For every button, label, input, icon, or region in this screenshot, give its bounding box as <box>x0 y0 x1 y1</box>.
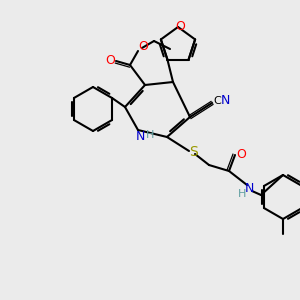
Text: N: N <box>220 94 230 107</box>
Text: O: O <box>175 20 185 32</box>
Text: N: N <box>135 130 145 143</box>
Text: O: O <box>138 40 148 53</box>
Text: C: C <box>213 96 221 106</box>
Text: H: H <box>238 189 246 199</box>
Text: O: O <box>105 53 115 67</box>
Text: S: S <box>189 145 197 159</box>
Text: H: H <box>146 130 154 140</box>
Text: O: O <box>236 148 246 160</box>
Text: N: N <box>244 182 254 194</box>
